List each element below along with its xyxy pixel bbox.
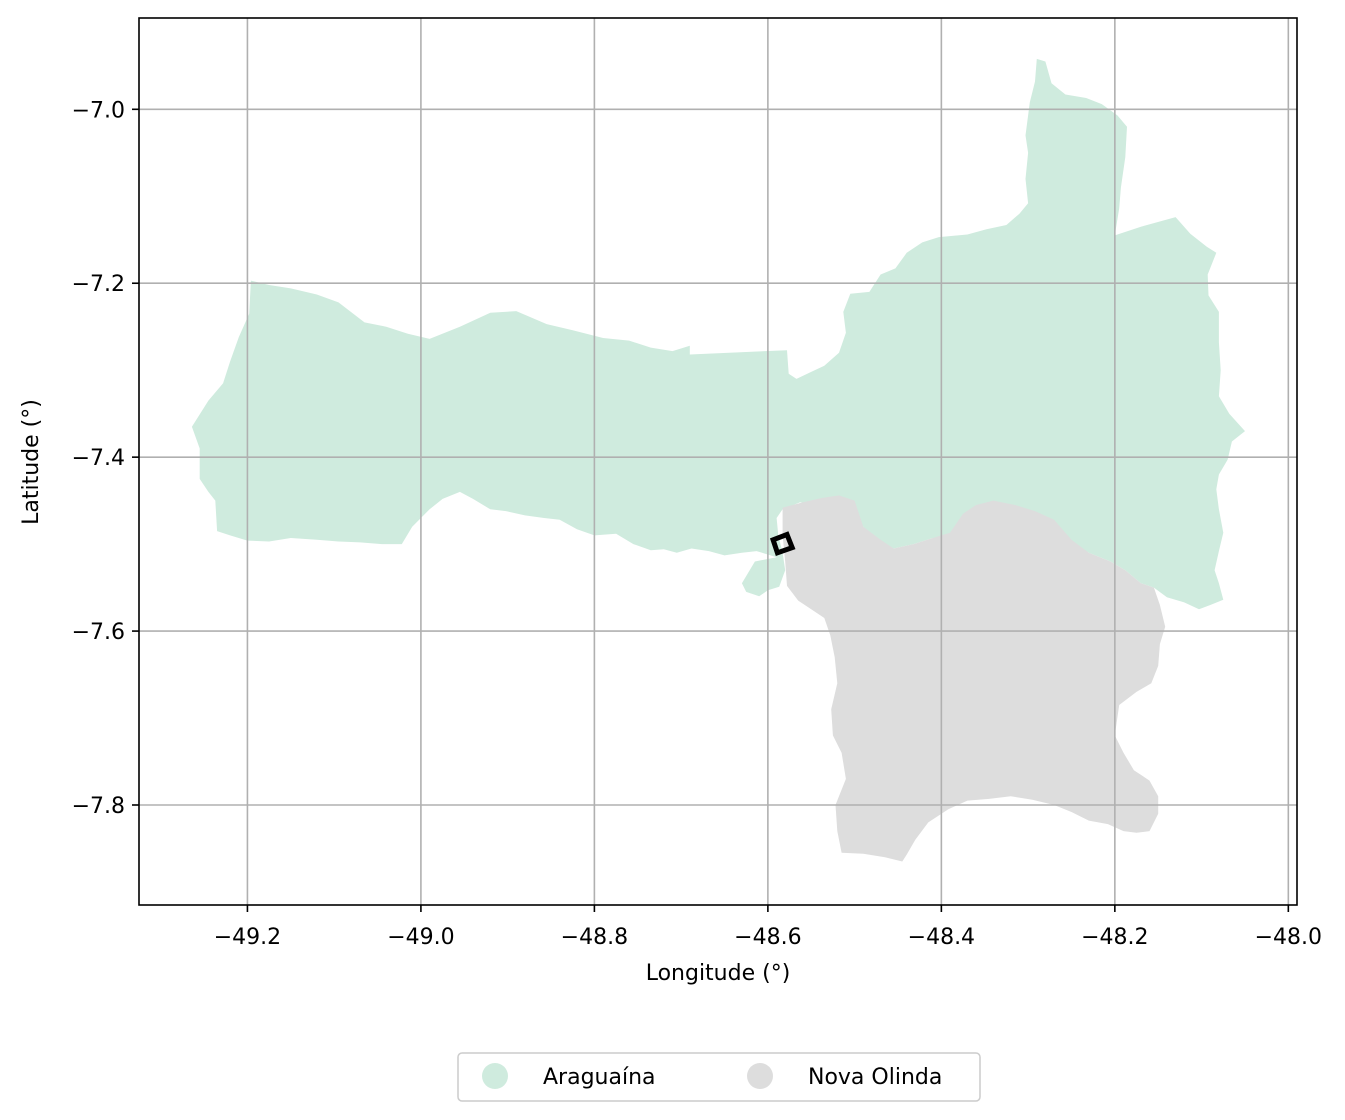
y-tick-label: −7.6 [72,620,125,645]
x-tick-label: −49.2 [214,925,281,950]
legend-swatch [482,1063,508,1089]
legend-entries: Araguaína Nova Olinda [482,1063,942,1090]
legend: Araguaína Nova Olinda [457,1052,981,1102]
y-tick-label: −7.8 [72,794,125,819]
regions-layer [191,58,1245,862]
x-tick-label: −48.8 [561,925,628,950]
x-tick-label: −48.2 [1081,925,1148,950]
x-tick-label: −48.4 [908,925,975,950]
ticks-layer: −49.2 −49.0 −48.8 −48.6 −48.4 −48.2 −48.0 −7.0 −… [72,98,1322,950]
y-axis-label: Latitude (°) [19,399,44,525]
region-aragua-na [191,58,1245,610]
x-axis-label: Longitude (°) [646,961,791,986]
x-tick-label: −48.6 [734,925,801,950]
x-tick-label: −48.0 [1255,925,1322,950]
x-tick-label: −49.0 [387,925,454,950]
legend-label: Nova Olinda [808,1065,942,1090]
region-nova-olinda [782,495,1166,862]
y-tick-label: −7.4 [72,446,125,471]
location-marker [769,531,796,557]
plot-frame [138,17,1298,906]
legend-swatch [747,1063,773,1089]
y-tick-label: −7.2 [72,272,125,297]
grid-layer [139,18,1297,905]
legend-label: Araguaína [543,1065,656,1090]
marker-layer [769,531,796,557]
legend-frame [457,1052,981,1102]
y-tick-label: −7.0 [72,98,125,123]
